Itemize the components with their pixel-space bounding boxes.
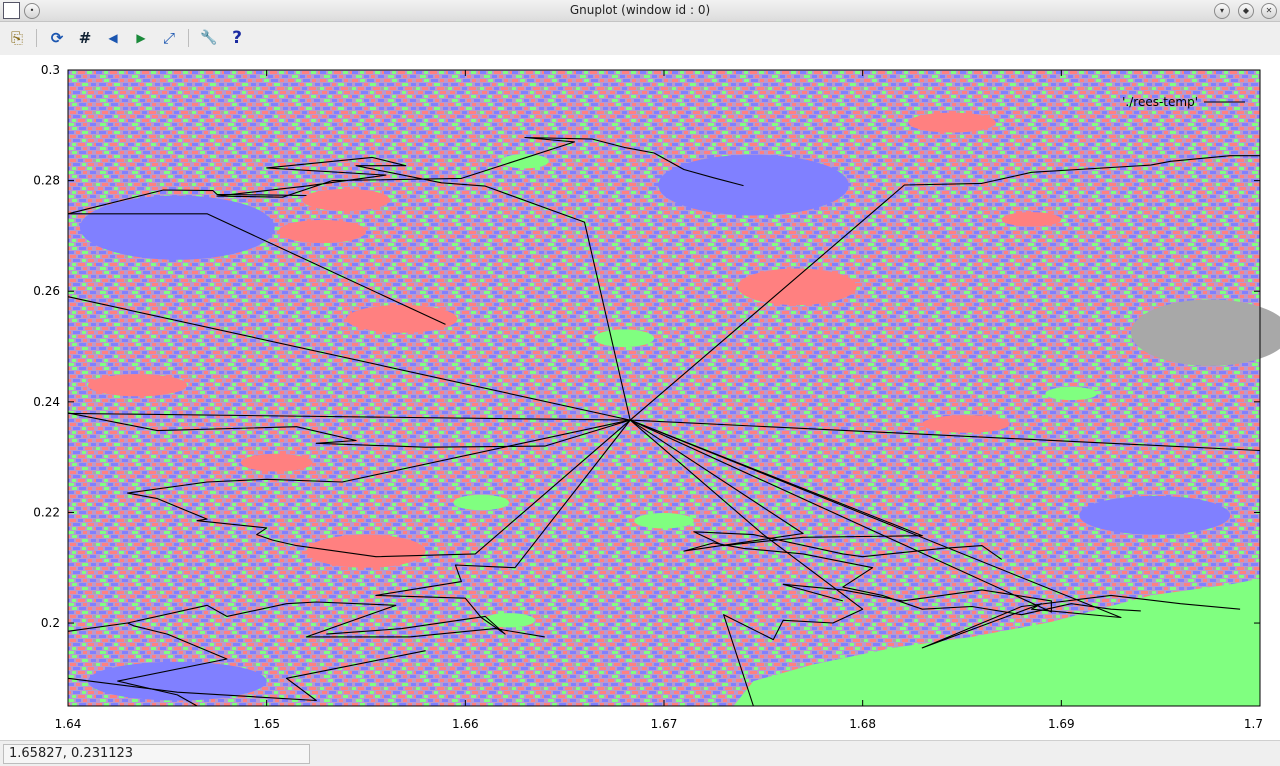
pink-blob [302, 188, 390, 212]
x-tick-label: 1.64 [55, 717, 82, 731]
blue-blob [1079, 495, 1231, 535]
rees-temp-path-1 [67, 296, 631, 421]
rees-temp-path-12 [629, 419, 864, 707]
close-button[interactable]: ✕ [1261, 3, 1277, 19]
y-tick-label: 0.22 [33, 505, 60, 519]
pink-blob [240, 453, 313, 472]
grid-icon: # [78, 29, 92, 47]
rees-temp-path-14 [67, 650, 426, 702]
settings-button[interactable]: 🔧 [198, 27, 220, 49]
rees-temp-path-16 [127, 601, 545, 638]
blue-blob [658, 154, 849, 216]
help-icon: ? [232, 28, 242, 48]
toolbar-separator [188, 29, 189, 47]
minimize-button[interactable]: ▾ [1214, 3, 1230, 19]
rees-temp-path-8 [326, 419, 631, 635]
clipboard-icon: ⎘ [10, 29, 23, 47]
x-tick-label: 1.68 [849, 717, 876, 731]
x-tick-label: 1.69 [1048, 717, 1075, 731]
autoscale-button[interactable]: ⤢ [158, 27, 180, 49]
next-zoom-button[interactable]: ▶ [130, 27, 152, 49]
pink-blob [278, 219, 366, 244]
maximize-button[interactable]: ◆ [1238, 3, 1254, 19]
rees-temp-path-11 [629, 419, 1052, 613]
pink-blob [908, 112, 996, 133]
pink-blob [1001, 212, 1062, 227]
replot-button[interactable]: ⟳ [46, 27, 68, 49]
help-button[interactable]: ? [226, 27, 248, 49]
blue-blob [79, 195, 275, 260]
copy-to-clipboard-button[interactable]: ⎘ [6, 27, 28, 49]
previous-zoom-button[interactable]: ◀ [102, 27, 124, 49]
legend-label: './rees-temp' [1122, 95, 1198, 109]
pink-blob [346, 305, 458, 333]
rees-temp-path-7 [127, 419, 631, 558]
rees-temp-path-9 [629, 419, 1141, 616]
y-tick-label: 0.3 [41, 63, 60, 77]
rees-temp-path-0 [68, 213, 446, 325]
rees-temp-path-5 [67, 189, 307, 215]
green-blob [634, 512, 694, 529]
zoom-forward-icon: ▶ [136, 31, 146, 45]
pink-blob [737, 268, 857, 306]
green-blob [1045, 386, 1098, 401]
rees-temp-path-3 [629, 155, 1260, 421]
cursor-coordinates: 1.65827, 0.231123 [3, 744, 310, 764]
window-title: Gnuplot (window id : 0) [569, 3, 711, 17]
rees-temp-path-6 [67, 412, 631, 448]
rees-temp-path-15 [67, 622, 228, 707]
x-tick-label: 1.66 [452, 717, 479, 731]
zoom-fit-icon: ⤢ [162, 29, 175, 47]
status-bar: 1.65827, 0.231123 [0, 740, 1280, 766]
wrench-icon: 🔧 [200, 30, 218, 46]
pink-blob [922, 415, 1010, 433]
y-tick-label: 0.28 [33, 174, 60, 188]
grey-blob [1130, 299, 1280, 366]
x-tick-label: 1.7 [1244, 717, 1263, 731]
green-blob [483, 613, 535, 628]
plot-area[interactable]: 1.64 1.65 1.66 1.67 1.68 1.69 1.7 0.3 0.28 0.26 0.… [0, 55, 1280, 740]
blue-blob [87, 661, 267, 701]
y-tick-label: 0.2 [41, 616, 60, 630]
window-menu-icon[interactable]: • [24, 3, 40, 19]
rees-temp-path-13 [629, 419, 1241, 649]
y-tick-label: 0.26 [33, 284, 60, 298]
x-tick-label: 1.65 [253, 717, 280, 731]
toolbar: ⎘ ⟳ # ◀ ▶ ⤢ 🔧 ? [0, 22, 1280, 54]
rees-temp-path-10 [629, 419, 1003, 560]
chart[interactable]: 1.64 1.65 1.66 1.67 1.68 1.69 1.7 0.3 0.28 0.26 0.… [0, 55, 1280, 740]
pink-blob [87, 374, 188, 397]
green-blob [453, 494, 510, 511]
toolbar-separator [36, 29, 37, 47]
x-tick-label: 1.67 [651, 717, 678, 731]
green-blob [501, 154, 549, 169]
refresh-icon: ⟳ [50, 29, 64, 47]
title-bar: • Gnuplot (window id : 0) ▾ ◆ ✕ [0, 0, 1280, 22]
pink-blob [306, 534, 426, 568]
zoom-back-icon: ◀ [108, 31, 118, 45]
grid-button[interactable]: # [74, 27, 96, 49]
green-blob [594, 329, 655, 348]
rees-temp-path-4 [216, 136, 744, 421]
y-tick-label: 0.24 [33, 395, 60, 409]
gnuplot-app-icon [3, 2, 20, 19]
